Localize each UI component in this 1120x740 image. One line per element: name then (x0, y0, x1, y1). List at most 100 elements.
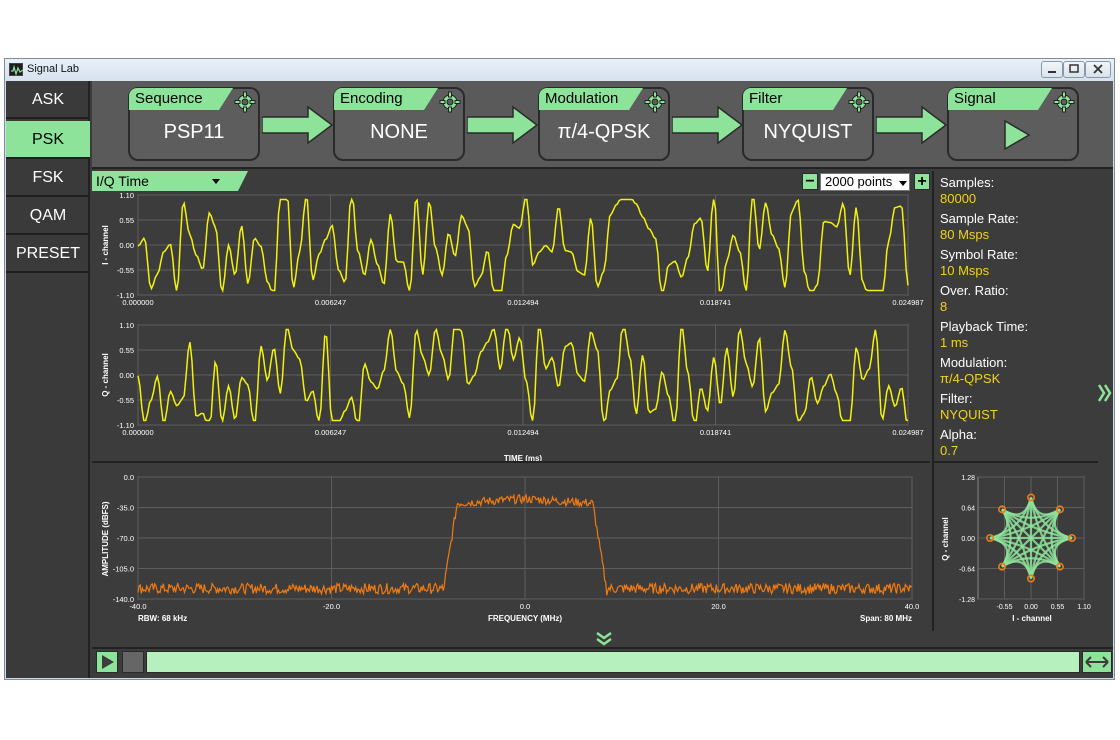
stage-signal[interactable]: Signal (947, 87, 1079, 161)
span-label: Span: 80 MHz (860, 614, 912, 623)
chevron-down-icon (212, 179, 220, 184)
close-button[interactable] (1085, 61, 1111, 78)
nav-item-ask[interactable]: ASK (6, 81, 90, 119)
x-tick-label: 0.000000 (122, 428, 153, 437)
y-tick-label: -1.10 (117, 421, 134, 430)
constellation-panel: 1.28 0.64 0.00 -0.64 -1.28 -0.55 0.00 0.55 1.10 … (932, 461, 1098, 631)
y-tick-label: -0.55 (117, 266, 134, 275)
stage-label: Modulation (539, 88, 643, 110)
samples-label: Samples: (940, 175, 995, 190)
constellation-chart: 1.280.640.00-0.64-1.28-0.55 0.00 0.55 1.10 … (941, 475, 1091, 623)
q-axis-label: Q - channel (101, 353, 110, 397)
x-tick-label: 1.10 (1077, 604, 1091, 611)
play-icon[interactable] (1003, 119, 1031, 151)
y-tick-label: -1.10 (117, 291, 134, 300)
x-tick-label: 0.012494 (507, 298, 538, 307)
spectrum-y-label: AMPLITUDE (dBFS) (101, 501, 110, 576)
trajectory-line (1001, 508, 1061, 568)
x-tick-label: 0.024987 (892, 298, 923, 307)
app-window: Signal Lab ASK PSK FSK QAM PRESET Sequen… (4, 58, 1115, 680)
x-tick-label: 0.018741 (700, 298, 731, 307)
playback-slider-track[interactable] (146, 651, 1080, 673)
spectrum-trace (137, 493, 913, 596)
constellation-point (1055, 562, 1064, 571)
stage-label: Sequence (129, 88, 233, 110)
y-tick-label: -105.0 (113, 565, 134, 574)
modulation-label: Modulation: (940, 355, 1008, 370)
spectrum-chart: 0.0 -35.0 -70.0 -105.0 -140.0-40.0 -20.0 0.0 20… (101, 473, 920, 623)
view-dropdown[interactable]: I/Q Time (92, 171, 248, 191)
play-button[interactable] (96, 651, 118, 673)
chevron-down-icon (899, 181, 907, 186)
playback-time-label: Playback Time: (940, 319, 1029, 334)
gear-icon[interactable] (234, 91, 256, 113)
minimize-button[interactable] (1041, 61, 1063, 78)
stage-value: NONE (370, 121, 428, 143)
gear-icon[interactable] (1053, 91, 1075, 113)
gear-icon[interactable] (644, 91, 666, 113)
y-tick-label: 0.55 (119, 216, 134, 225)
collapse-down-icon[interactable] (594, 631, 614, 647)
y-tick-label: 0.64 (961, 506, 975, 513)
zoom-in-button[interactable]: + (914, 173, 930, 190)
q-channel-trace (137, 327, 909, 424)
y-tick-label: -70.0 (117, 534, 134, 543)
signal-pipeline: Sequence PSP11 Encoding NONE Modulation … (92, 81, 1113, 169)
x-tick-label: 0.0 (520, 602, 530, 611)
nav-item-psk[interactable]: PSK (6, 121, 90, 159)
constellation-y-label: Q - channel (941, 517, 950, 561)
stage-modulation[interactable]: Modulation π/4-QPSK (538, 87, 670, 161)
iq-time-chart: 1.100.550.00-0.55-1.100.000000 0.006247 0.… (101, 191, 924, 463)
y-tick-label: -140.0 (113, 595, 134, 604)
stage-value: NYQUIST (763, 121, 853, 143)
view-dropdown-label: I/Q Time (96, 173, 149, 189)
time-axis-label: TIME (ms) (504, 454, 543, 463)
gear-icon[interactable] (439, 91, 461, 113)
loop-button[interactable] (1082, 651, 1112, 673)
filter-label: Filter: (940, 391, 973, 406)
symbol-rate-label: Symbol Rate: (940, 247, 1019, 262)
zoom-out-button[interactable]: − (802, 173, 818, 190)
stage-encoding[interactable]: Encoding NONE (333, 87, 465, 161)
sample-rate-label: Sample Rate: (940, 211, 1019, 226)
nav-item-qam[interactable]: QAM (6, 197, 90, 235)
nav-item-preset[interactable]: PRESET (6, 235, 90, 273)
x-tick-label: -20.0 (323, 602, 340, 611)
x-tick-label: 20.0 (711, 602, 726, 611)
maximize-button[interactable] (1063, 61, 1085, 78)
x-tick-label: 0.012494 (507, 428, 538, 437)
double-arrow-icon (1085, 656, 1109, 668)
alpha-value: 0.7 (940, 443, 959, 458)
expand-right-icon[interactable] (1098, 381, 1112, 405)
constellation-x-label: I - channel (1012, 614, 1052, 623)
y-tick-label: -35.0 (117, 504, 134, 513)
stage-label: Filter (743, 88, 847, 110)
nav-item-fsk[interactable]: FSK (6, 159, 90, 197)
y-tick-label: 1.10 (119, 321, 134, 330)
trajectory-line (1029, 560, 1061, 579)
gear-icon[interactable] (848, 91, 870, 113)
y-tick-label: 0.55 (119, 346, 134, 355)
rbw-label: RBW: 68 kHz (138, 614, 187, 623)
points-dropdown-label: 2000 points (825, 174, 893, 189)
x-tick-label: 40.0 (905, 602, 920, 611)
constellation-point (998, 562, 1007, 571)
alpha-label: Alpha: (940, 427, 977, 442)
app-logo-icon (9, 63, 23, 76)
title-bar: Signal Lab (5, 59, 1114, 81)
y-tick-label: -0.64 (959, 567, 975, 574)
client-area: ASK PSK FSK QAM PRESET Sequence PSP11 En… (6, 81, 1113, 678)
stage-sequence[interactable]: Sequence PSP11 (128, 87, 260, 161)
playback-time-value: 1 ms (940, 335, 969, 350)
x-tick-label: 0.006247 (315, 298, 346, 307)
arrow-right-icon (672, 105, 744, 145)
stage-filter[interactable]: Filter NYQUIST (742, 87, 874, 161)
points-dropdown[interactable]: 2000 points (820, 173, 910, 191)
modulation-value: π/4-QPSK (940, 371, 1001, 386)
sample-rate-value: 80 Msps (940, 227, 990, 242)
playback-slider-handle[interactable] (122, 651, 144, 673)
x-tick-label: -0.55 (997, 604, 1013, 611)
spectrum-panel: 0.0 -35.0 -70.0 -105.0 -140.0 -40.0 -20.0 0.0 20… (92, 461, 930, 631)
oversampling-label: Over. Ratio: (940, 283, 1009, 298)
x-tick-label: 0.55 (1051, 604, 1065, 611)
